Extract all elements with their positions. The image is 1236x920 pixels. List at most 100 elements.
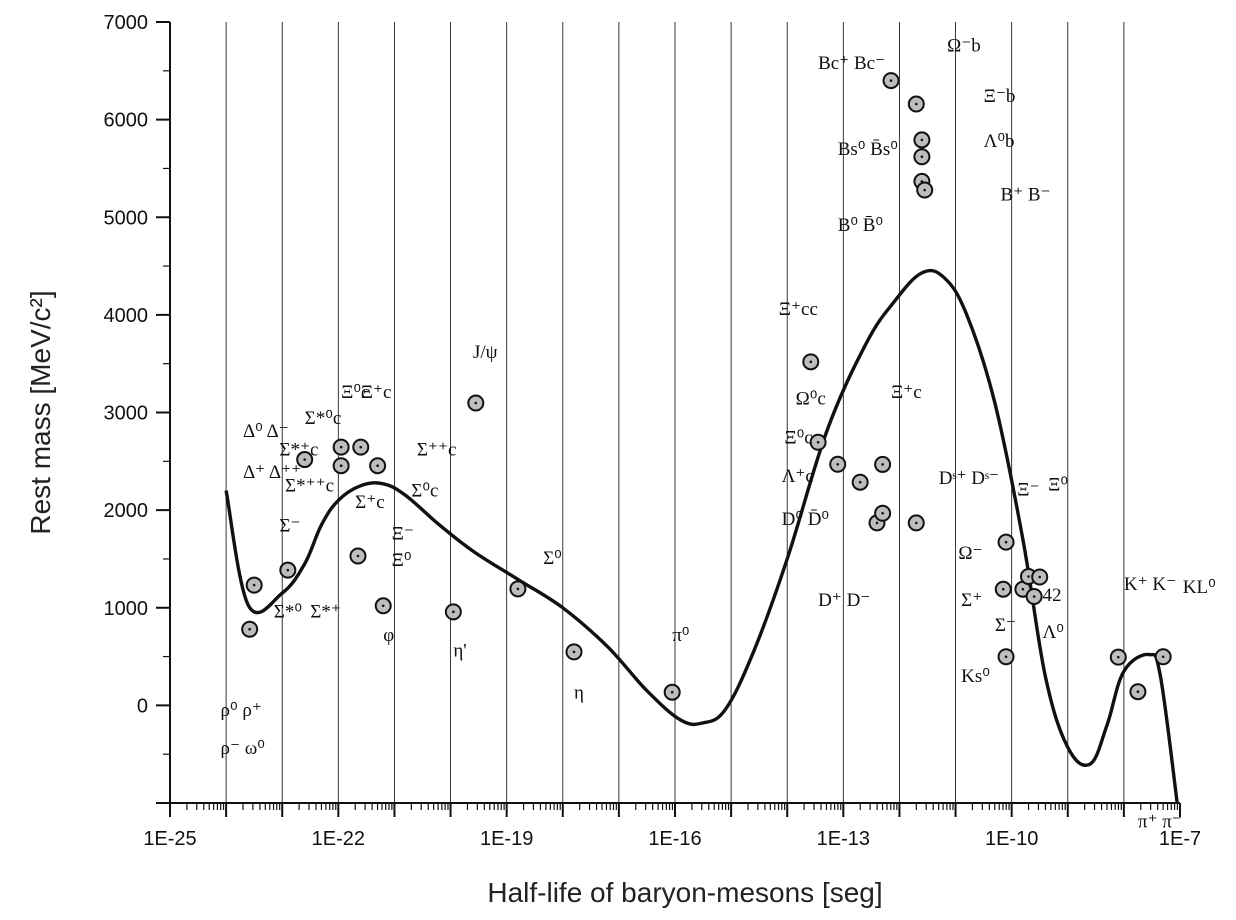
- particle-label: D⁰ D̄⁰: [782, 509, 829, 530]
- data-point: [1154, 648, 1172, 666]
- particle-label: η': [453, 641, 466, 662]
- point-center: [914, 521, 918, 525]
- point-center: [303, 458, 306, 461]
- particle-label: Ξ⁻: [1017, 479, 1039, 500]
- data-point: [907, 514, 925, 532]
- particle-label: Ω⁰c: [796, 389, 826, 410]
- data-point: [802, 353, 820, 371]
- particle-label: π⁰: [672, 625, 689, 646]
- data-point: [369, 457, 387, 475]
- y-tick-label: 2000: [104, 500, 149, 522]
- point-center: [1027, 575, 1030, 578]
- point-center: [836, 462, 840, 466]
- point-center: [1001, 587, 1005, 591]
- particle-label: Ξ⁺c: [891, 382, 922, 403]
- particle-label: φ: [383, 625, 394, 646]
- data-point: [851, 473, 869, 491]
- point-center: [1032, 595, 1036, 598]
- data-point: [1109, 648, 1127, 666]
- data-point: [374, 597, 392, 615]
- particle-label: Λ⁰b: [984, 131, 1015, 152]
- particle-label: Dˢ⁺ Dˢ⁻: [939, 468, 999, 489]
- particle-label: Ξ⁺cc: [779, 299, 818, 320]
- particle-label: KL⁰: [1183, 577, 1216, 598]
- data-point: [1031, 568, 1049, 586]
- data-point: [874, 504, 892, 522]
- particle-label: Ξ⁻: [392, 523, 414, 544]
- point-center: [1136, 690, 1140, 694]
- data-point: [332, 457, 350, 475]
- y-tick-label: 0: [137, 695, 148, 717]
- data-point: [907, 95, 925, 113]
- particle-label: η: [574, 683, 584, 704]
- point-center: [1161, 655, 1165, 659]
- data-point: [467, 394, 485, 412]
- particle-label: Σ*⁰: [274, 602, 302, 623]
- data-point: [994, 580, 1012, 598]
- point-center: [1004, 540, 1008, 544]
- point-center: [286, 568, 290, 572]
- particle-label: Σ⁺c: [355, 492, 385, 513]
- x-tick-label: 1E-7: [1159, 828, 1201, 850]
- data-point: [509, 580, 527, 598]
- data-point: [296, 451, 314, 469]
- x-axis-title: Half-life of baryon-mesons [seg]: [487, 877, 882, 908]
- particle-label: Ks⁰: [961, 666, 990, 687]
- data-point: [245, 576, 263, 594]
- particle-label: J/ψ: [473, 342, 498, 363]
- particle-label: Σ*⁺⁺c: [285, 476, 334, 497]
- y-axis-title: Rest mass [MeV/c²]: [25, 290, 56, 534]
- data-point: [1129, 683, 1147, 701]
- particle-label: Σ⁺⁺c: [417, 439, 457, 460]
- data-point: [882, 72, 900, 90]
- particle-label: Ω⁻: [958, 543, 982, 564]
- particle-label: Bc⁺ Bc⁻: [818, 53, 885, 74]
- particle-label: Ξ⁰c: [341, 382, 369, 403]
- point-center: [356, 554, 360, 558]
- data-point: [913, 148, 931, 166]
- x-tick-label: 1E-13: [817, 828, 870, 850]
- particle-label: Λ⁺c: [782, 466, 814, 487]
- point-center: [452, 610, 455, 614]
- data-point: [809, 433, 827, 451]
- x-tick-label: 1E-25: [143, 828, 196, 850]
- particle-label: Δ⁺ Δ⁺⁺: [243, 462, 301, 483]
- particle-label: Σ*⁰c: [305, 408, 342, 429]
- annotations: Δ⁰ Δ⁻ Δ⁺ Δ⁺⁺ ρ⁰ ρ⁺ ρ⁻ ω⁰ Σ*⁰c Σ*⁺c Σ*⁺⁺c Σ⁻ Σ*⁰ Σ…: [221, 35, 1216, 832]
- y-tick-label: 5000: [104, 207, 149, 229]
- particle-label: Ξ⁰: [1048, 475, 1068, 496]
- particle-label: Bs⁰ B̄s⁰: [838, 139, 898, 160]
- ticks: 1E-25 1E-22 1E-19 1E-16 1E-13 1E-10 1E-7 0 1000 2…: [104, 12, 1202, 850]
- particle-label: Σ*⁺: [310, 602, 341, 623]
- data-point: [332, 438, 350, 456]
- particle-label: Ω⁻b: [947, 35, 981, 56]
- data-point: [565, 643, 583, 661]
- point-center: [920, 155, 924, 159]
- data-point: [829, 455, 847, 473]
- point-center: [875, 521, 879, 525]
- particle-label: Σ⁻: [995, 615, 1016, 636]
- particle-label: Λ⁰: [1043, 622, 1064, 643]
- data-point: [352, 438, 370, 456]
- data-point: [874, 455, 892, 473]
- data-point: [1025, 588, 1043, 606]
- point-center: [474, 401, 478, 405]
- point-center: [516, 587, 520, 591]
- point-center: [881, 463, 884, 466]
- data-point: [913, 131, 931, 149]
- y-tick-label: 7000: [104, 12, 149, 34]
- particle-label: Ξ⁻b: [984, 86, 1016, 107]
- point-center: [572, 650, 576, 654]
- point-center: [816, 440, 820, 444]
- data-point: [916, 181, 934, 199]
- point-center: [339, 464, 343, 468]
- data-point: [279, 561, 297, 579]
- particle-label: Σ*⁺c: [279, 439, 318, 460]
- x-tick-label: 1E-10: [985, 828, 1038, 850]
- particle-label: B⁰ B̄⁰: [838, 215, 883, 236]
- y-tick-label: 1000: [104, 598, 149, 620]
- particle-label: D⁺ D⁻: [818, 590, 870, 611]
- point-center: [920, 138, 924, 142]
- point-center: [1038, 575, 1042, 579]
- data-point: [349, 547, 367, 565]
